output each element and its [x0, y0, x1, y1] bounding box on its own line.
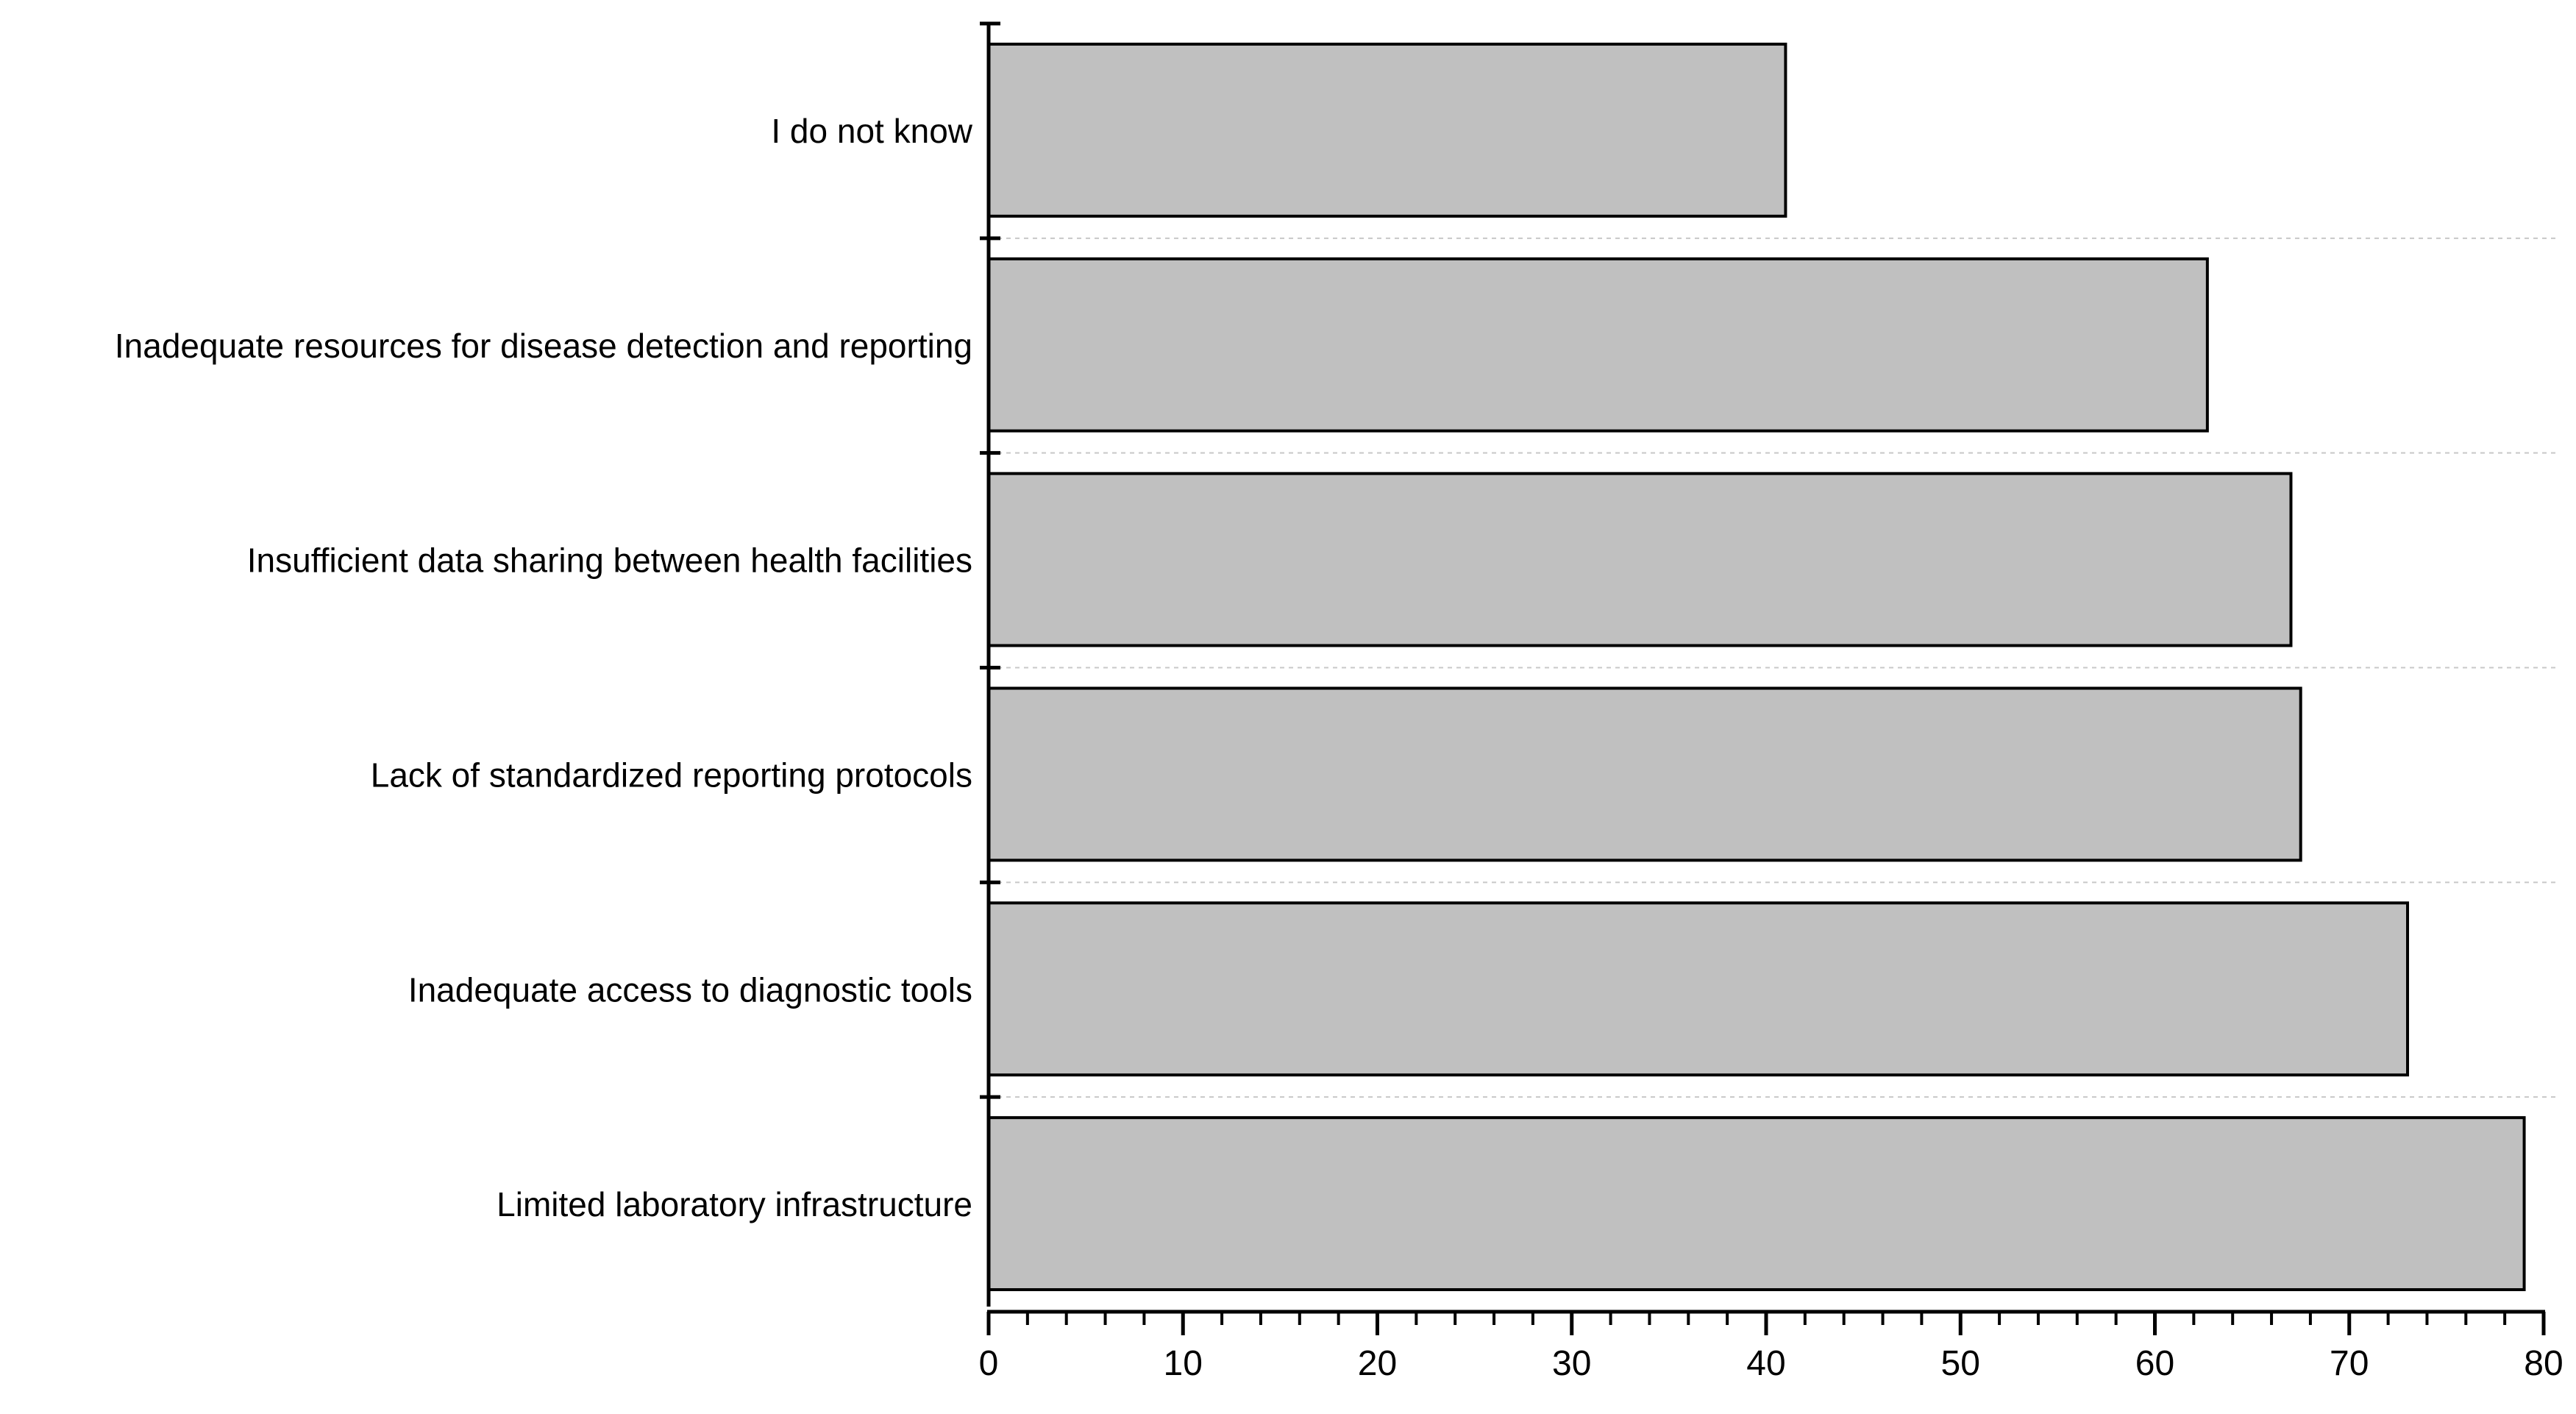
bar	[987, 472, 2293, 647]
x-axis-tick-label: 60	[2135, 1344, 2174, 1383]
category-label: Insufficient data sharing between health…	[247, 541, 972, 580]
x-axis-tick-label: 30	[1552, 1344, 1591, 1383]
bar	[987, 43, 1787, 218]
category-separators	[989, 237, 2560, 1098]
x-axis-tick-label: 40	[1746, 1344, 1785, 1383]
x-axis-tick-label: 80	[2524, 1344, 2563, 1383]
bars-layer	[987, 43, 2526, 1291]
bar	[987, 257, 2209, 433]
category-label: Inadequate resources for disease detecti…	[115, 327, 972, 365]
x-axis-tick-label: 20	[1358, 1344, 1397, 1383]
category-label: Lack of standardized reporting protocols	[371, 756, 972, 795]
bar	[987, 1116, 2526, 1291]
x-axis-tick-label: 0	[979, 1344, 999, 1383]
category-label: Inadequate access to diagnostic tools	[408, 970, 972, 1009]
bar	[987, 901, 2410, 1077]
y-axis	[980, 21, 1000, 1307]
x-axis-tick-label: 10	[1164, 1344, 1203, 1383]
category-label: Limited laboratory infrastructure	[497, 1185, 972, 1223]
x-axis: 0 10 20 30 40 50 60 70 80	[979, 1310, 2563, 1383]
bar	[987, 686, 2302, 862]
category-labels: I do not know Inadequate resources for di…	[115, 112, 973, 1223]
x-axis-tick-label: 50	[1941, 1344, 1980, 1383]
x-axis-tick-label: 70	[2330, 1344, 2369, 1383]
category-label: I do not know	[771, 112, 972, 150]
